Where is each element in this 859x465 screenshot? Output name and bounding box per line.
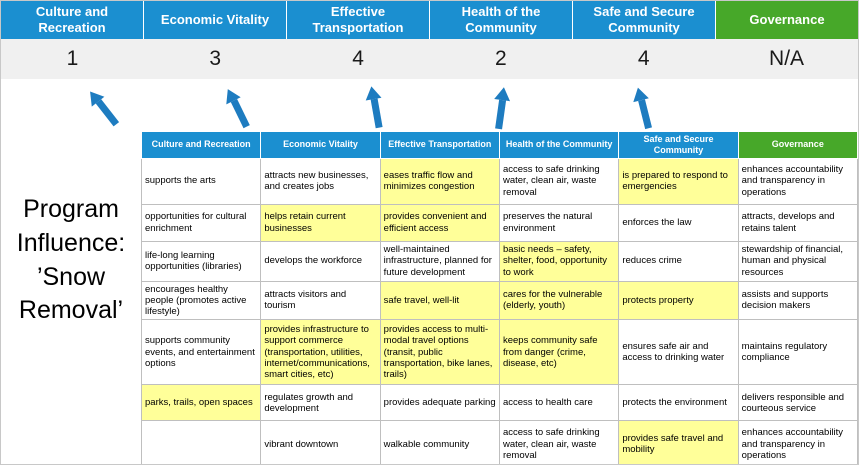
summary-header-6: Governance (716, 1, 858, 39)
matrix-cell: preserves the natural environment (498, 203, 620, 242)
summary-score-2: 3 (209, 47, 222, 70)
matrix-cell: cares for the vulnerable (elderly, youth… (498, 280, 620, 321)
summary-banner: Culture and Recreation Economic Vitality E… (1, 1, 858, 39)
matrix-cell: walkable community (379, 420, 500, 464)
matrix-header-4: Health of the Community (498, 131, 620, 159)
matrix-cell: life-long learning opportunities (librar… (140, 240, 262, 282)
summary-score-strip: 1 3 4 2 4 N/A (1, 39, 858, 79)
matrix-cell: attracts new businesses, and creates job… (260, 157, 381, 205)
matrix-cell: enhances accountability and transparency… (737, 420, 858, 464)
matrix-cell: delivers responsible and courteous servi… (737, 384, 858, 422)
matrix-cell: protects property (618, 280, 739, 321)
program-title: Program Influence: ’Snow Removal’ (16, 195, 126, 325)
matrix-cell: protects the environment (618, 384, 739, 422)
matrix-header-5: Safe and Secure Community (618, 131, 739, 159)
matrix-cell (140, 420, 262, 464)
matrix-cell: maintains regulatory compliance (737, 319, 858, 386)
matrix-cell: enhances accountability and transparency… (737, 157, 858, 205)
matrix-cell: assists and supports decision makers (737, 280, 858, 321)
matrix-cell: regulates growth and development (260, 384, 381, 422)
summary-header-2: Economic Vitality (144, 1, 287, 39)
matrix-cell: access to safe drinking water, clean air… (498, 157, 620, 205)
matrix-cell: access to health care (498, 384, 620, 422)
influence-matrix: Culture and Recreation Economic Vitality E… (140, 131, 858, 464)
matrix-cell: safe travel, well-lit (379, 280, 500, 321)
matrix-cell: provides safe travel and mobility (618, 420, 739, 464)
matrix-cell: helps retain current businesses (260, 203, 381, 242)
matrix-cell: develops the workforce (260, 240, 381, 282)
matrix-cell: stewardship of financial, human and phys… (737, 240, 858, 282)
matrix-cell: provides infrastructure to support comme… (260, 319, 381, 386)
matrix-cell: basic needs – safety, shelter, food, opp… (498, 240, 620, 282)
influence-arrow-icon (83, 86, 122, 130)
matrix-cell: supports community events, and entertain… (140, 319, 262, 386)
matrix-header-2: Economic Vitality (260, 131, 381, 159)
summary-score-4: 2 (495, 47, 507, 70)
matrix-cell: provides adequate parking (379, 384, 500, 422)
matrix-cell: provides access to multi-modal travel op… (379, 319, 500, 386)
matrix-cell: opportunities for cultural enrichment (140, 203, 262, 242)
summary-score-3: 4 (352, 47, 364, 70)
influence-arrow-icon (490, 86, 512, 130)
matrix-cell: supports the arts (140, 157, 262, 205)
matrix-cell: encourages healthy people (promotes acti… (140, 280, 262, 321)
matrix-header-6: Governance (737, 131, 858, 159)
influence-arrow-icon (220, 85, 254, 131)
matrix-cell: attracts, develops and retains talent (737, 203, 858, 242)
summary-header-4: Health of the Community (430, 1, 573, 39)
matrix-cell: eases traffic flow and minimizes congest… (379, 157, 500, 205)
matrix-cell: keeps community safe from danger (crime,… (498, 319, 620, 386)
influence-arrow-icon (630, 85, 656, 131)
matrix-cell: provides convenient and efficient access (379, 203, 500, 242)
summary-score-6: N/A (769, 47, 805, 70)
matrix-cell: enforces the law (618, 203, 739, 242)
summary-header-3: Effective Transportation (287, 1, 430, 39)
influence-arrow-icon (363, 84, 386, 129)
summary-header-1: Culture and Recreation (1, 1, 144, 39)
matrix-cell: reduces crime (618, 240, 739, 282)
matrix-cell: ensures safe air and access to drinking … (618, 319, 739, 386)
matrix-cell: access to safe drinking water, clean air… (498, 420, 620, 464)
matrix-header-3: Effective Transportation (379, 131, 500, 159)
matrix-cell: is prepared to respond to emergencies (618, 157, 739, 205)
summary-score-1: 1 (66, 47, 79, 70)
matrix-header-1: Culture and Recreation (140, 131, 262, 159)
matrix-cell: parks, trails, open spaces (140, 384, 262, 422)
summary-header-5: Safe and Secure Community (573, 1, 716, 39)
matrix-cell: vibrant downtown (260, 420, 381, 464)
summary-score-5: 4 (637, 47, 650, 70)
matrix-cell: attracts visitors and tourism (260, 280, 381, 321)
matrix-cell: well-maintained infrastructure, planned … (379, 240, 500, 282)
